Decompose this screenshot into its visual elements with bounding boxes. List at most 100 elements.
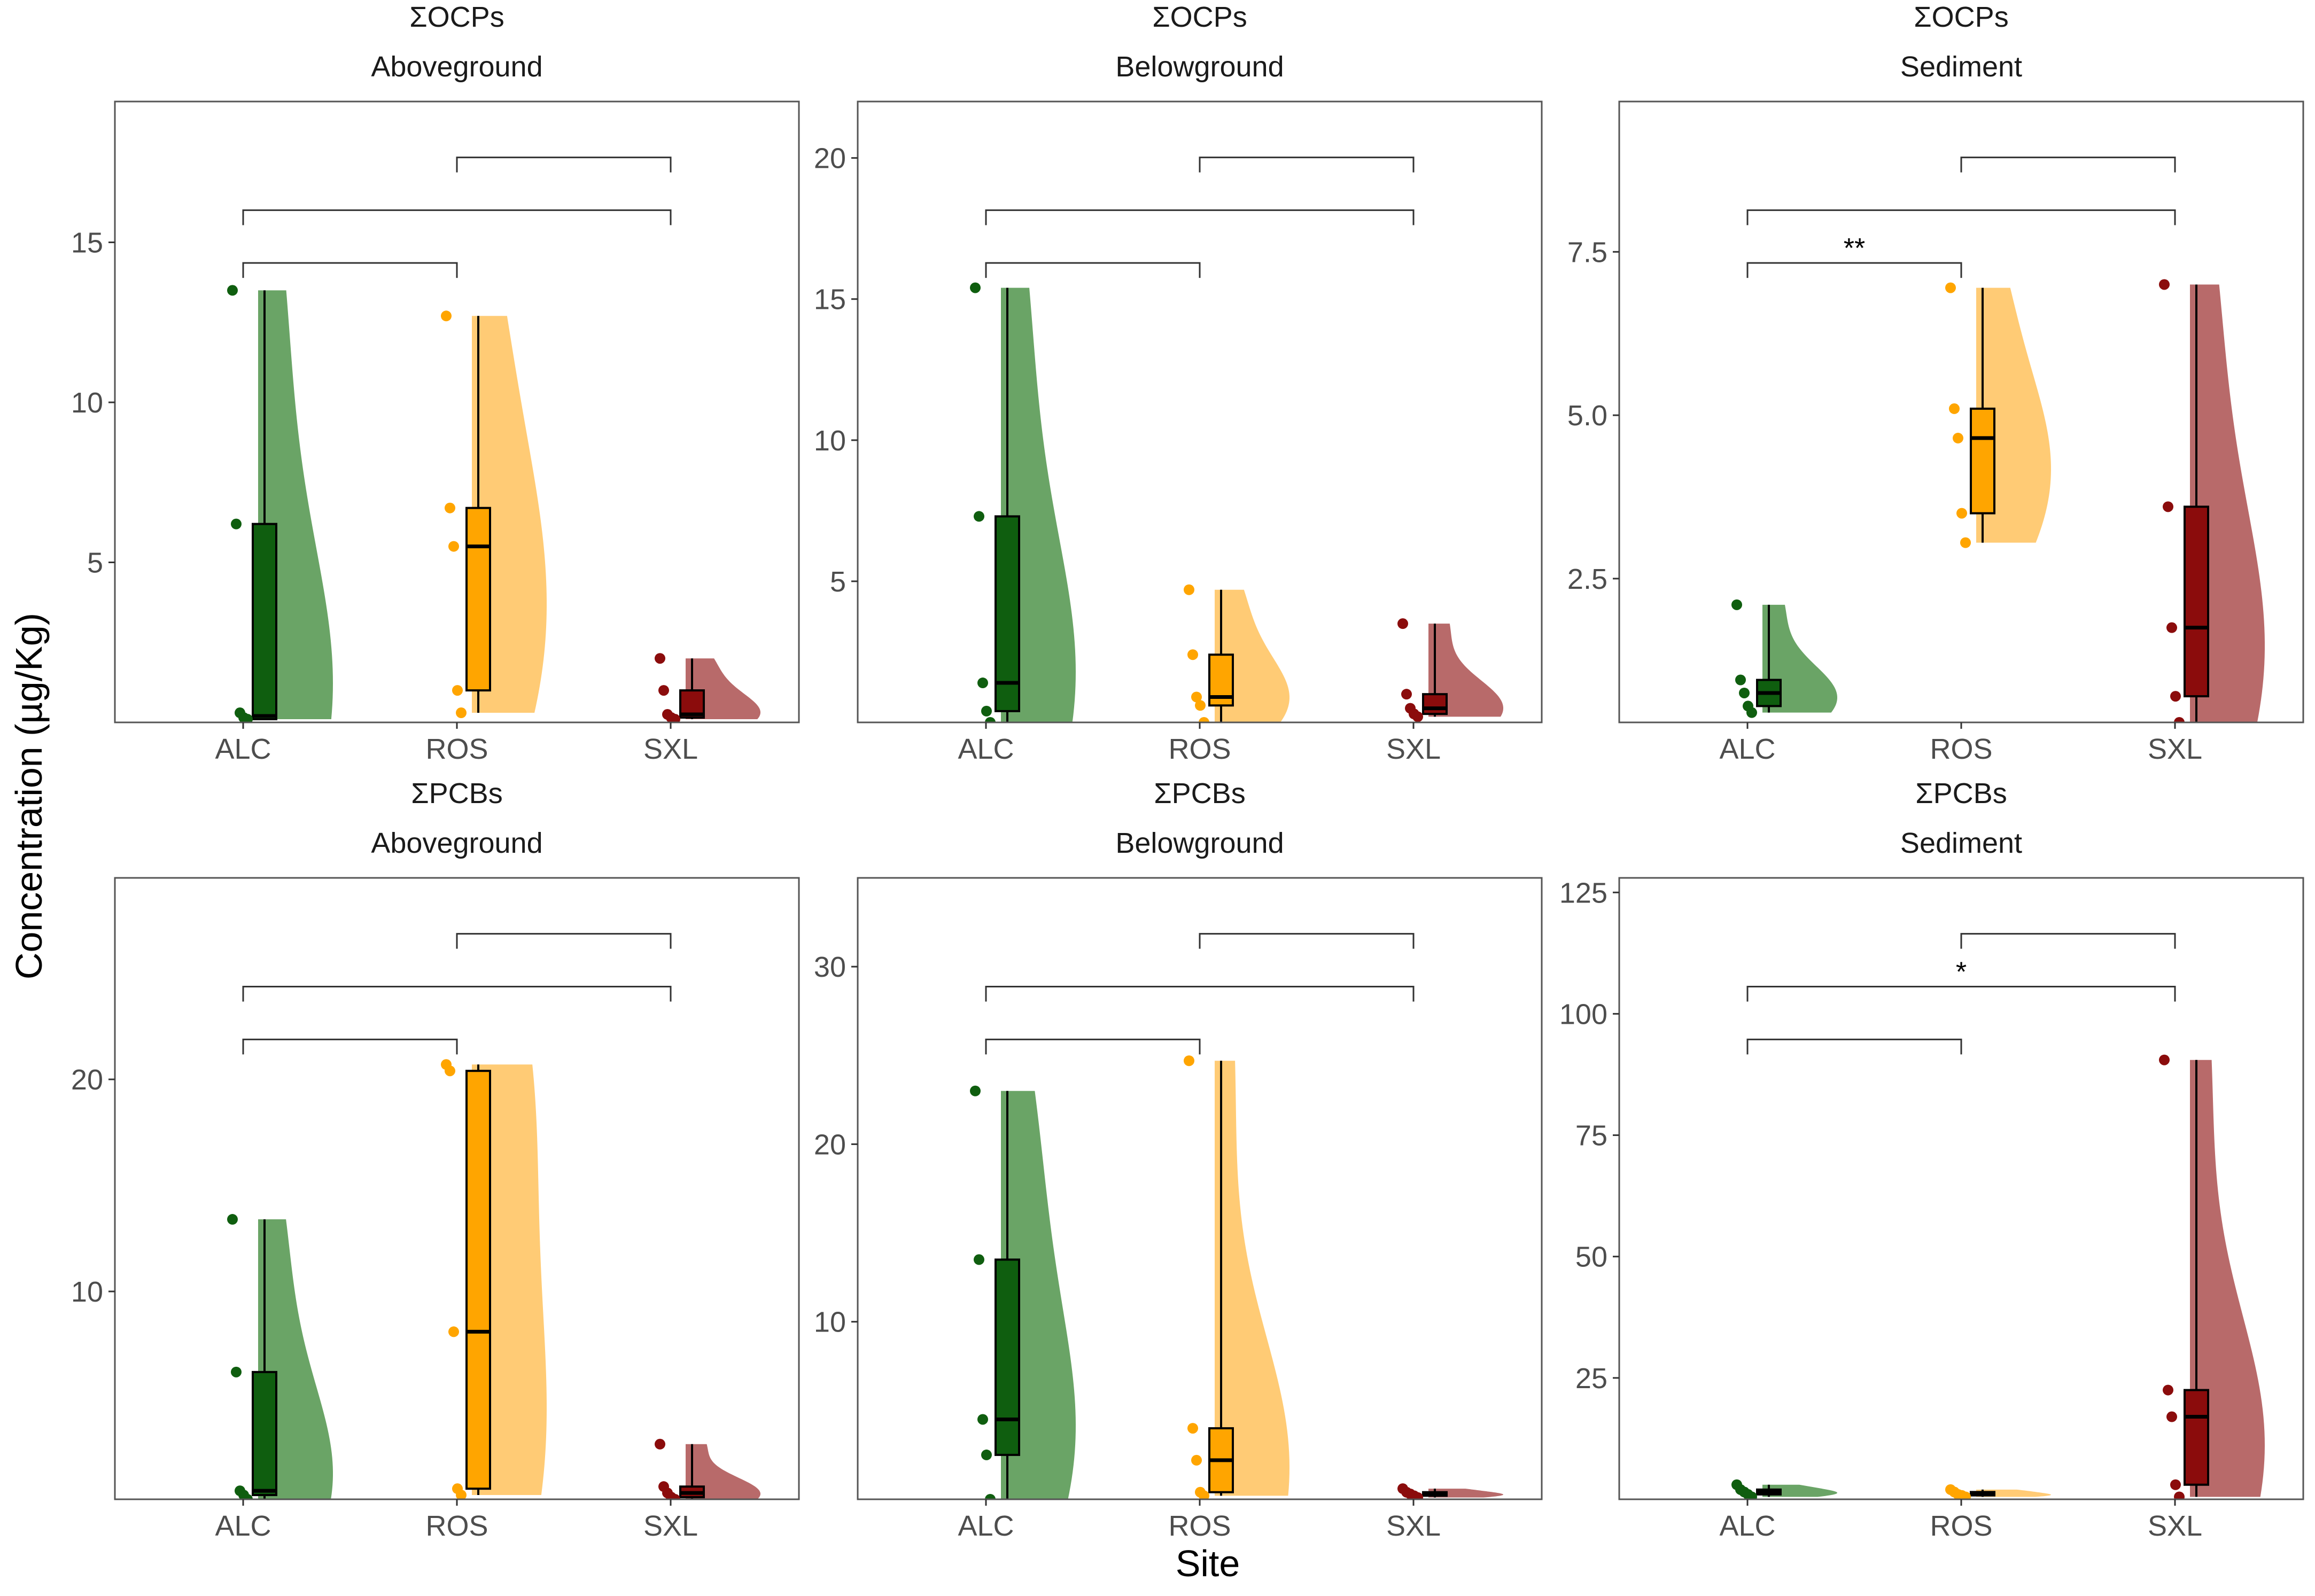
- data-point-ros: [1956, 508, 1967, 519]
- data-point-ros: [445, 502, 455, 513]
- data-point-alc: [981, 705, 992, 717]
- significance-bracket: [242, 1038, 458, 1055]
- data-point-sxl: [670, 1494, 680, 1499]
- significance-bracket: [242, 986, 672, 1002]
- data-point-sxl: [2174, 717, 2185, 722]
- significance-bracket: [1960, 157, 2176, 173]
- data-point-sxl: [2159, 279, 2170, 290]
- significance-label: *: [1956, 957, 1967, 988]
- box-alc: [995, 1258, 1020, 1456]
- panels: ΣOCPs Aboveground 5 10 15 ALC ROS SXL ΣOCPs Below…: [71, 1, 2304, 1542]
- significance-bracket: [456, 157, 672, 173]
- plot-area: [227, 285, 760, 722]
- x-axis-title: Site: [1176, 1543, 1240, 1584]
- panel-compound-title: ΣPCBs: [1915, 777, 2007, 809]
- significance-bracket: [1746, 1038, 1962, 1055]
- y-tick-label: 2.5: [1567, 563, 1607, 595]
- y-tick-label: 5: [87, 547, 103, 579]
- data-point-ros: [456, 707, 467, 719]
- panel-medium-title: Belowground: [1115, 827, 1284, 859]
- panel-sum-pcbs-sediment: ΣPCBs Sediment 25 50 75 100 125 ALC ROS SXL *: [1559, 777, 2304, 1542]
- y-axis-title: Concentration (µg/Kg): [8, 613, 50, 979]
- y-tick-label: 50: [1575, 1241, 1607, 1273]
- data-point-ros: [452, 685, 463, 696]
- y-tick-label: 75: [1575, 1120, 1607, 1152]
- y-tick-label: 30: [814, 951, 846, 983]
- data-point-sxl: [670, 714, 680, 722]
- data-point-ros: [441, 310, 452, 322]
- data-point-alc: [242, 714, 253, 722]
- x-tick-label-ros: ROS: [425, 733, 488, 765]
- y-tick-label: 10: [71, 387, 103, 419]
- data-point-ros: [1949, 403, 1960, 414]
- data-point-alc: [985, 1494, 996, 1499]
- significance-bracket: [456, 933, 672, 949]
- y-tick-label: 7.5: [1567, 236, 1607, 268]
- data-point-ros: [1191, 1454, 1202, 1466]
- plot-area: [970, 1055, 1503, 1499]
- data-point-ros: [1960, 1491, 1971, 1499]
- x-tick-label-sxl: SXL: [2148, 1510, 2202, 1542]
- box-sxl: [2184, 505, 2209, 698]
- data-point-alc: [974, 1254, 984, 1265]
- x-tick-label-ros: ROS: [1168, 1510, 1231, 1542]
- data-point-sxl: [2163, 501, 2173, 512]
- x-tick-label-alc: ALC: [1719, 1510, 1775, 1542]
- data-point-alc: [231, 1366, 242, 1377]
- data-point-ros: [1199, 1490, 1209, 1499]
- x-tick-label-alc: ALC: [1719, 733, 1775, 765]
- y-tick-label: 10: [814, 1306, 846, 1338]
- box-alc: [252, 1371, 277, 1497]
- data-point-sxl: [1397, 618, 1408, 629]
- y-tick-label: 10: [71, 1276, 103, 1308]
- data-point-ros: [445, 1065, 455, 1077]
- y-tick-label: 100: [1559, 998, 1607, 1030]
- significance-bracket: [242, 262, 458, 278]
- box-ros: [1970, 407, 1995, 515]
- significance-bracket: [985, 1038, 1201, 1055]
- panel-sum-ocps-belowground: ΣOCPs Belowground 5 10 15 20 ALC ROS SXL: [814, 1, 1543, 765]
- significance-bracket: [985, 986, 1415, 1002]
- data-point-alc: [977, 1414, 988, 1425]
- data-point-alc: [1746, 1491, 1757, 1499]
- data-point-sxl: [2166, 622, 2177, 633]
- data-point-alc: [1735, 674, 1746, 686]
- data-point-ros: [1184, 584, 1194, 595]
- panel-medium-title: Aboveground: [371, 827, 542, 859]
- x-tick-label-sxl: SXL: [1386, 733, 1441, 765]
- plot-area: [1731, 1054, 2265, 1499]
- data-point-sxl: [1401, 689, 1412, 700]
- significance-label: **: [1844, 233, 1865, 264]
- data-point-alc: [1746, 707, 1757, 718]
- panel-sum-pcbs-belowground: ΣPCBs Belowground 10 20 30 ALC ROS SXL: [814, 777, 1543, 1542]
- panel-compound-title: ΣOCPs: [409, 1, 504, 33]
- x-tick-label-sxl: SXL: [2148, 733, 2202, 765]
- data-point-ros: [448, 1326, 459, 1337]
- data-point-sxl: [655, 653, 665, 664]
- data-point-sxl: [1412, 711, 1423, 722]
- data-point-sxl: [2170, 1479, 2181, 1490]
- x-tick-label-alc: ALC: [215, 733, 271, 765]
- data-point-ros: [1960, 537, 1971, 548]
- x-tick-label-ros: ROS: [1168, 733, 1231, 765]
- data-point-ros: [1199, 717, 1209, 722]
- data-point-ros: [448, 541, 459, 552]
- panel-compound-title: ΣPCBs: [411, 777, 502, 809]
- significance-bracket: [1746, 262, 1962, 278]
- data-point-alc: [977, 678, 988, 689]
- y-tick-label: 125: [1559, 877, 1607, 909]
- y-tick-label: 5.0: [1567, 400, 1607, 432]
- data-point-ros: [1191, 691, 1202, 703]
- x-tick-label-sxl: SXL: [643, 1510, 698, 1542]
- panel-medium-title: Aboveground: [371, 51, 542, 83]
- y-tick-label: 25: [1575, 1363, 1607, 1395]
- data-point-sxl: [2166, 1411, 2177, 1422]
- significance-bracket: [985, 262, 1201, 278]
- data-point-alc: [1739, 687, 1750, 698]
- y-tick-label: 20: [71, 1064, 103, 1096]
- panel-medium-title: Sediment: [1900, 827, 2022, 859]
- data-point-sxl: [2163, 1384, 2173, 1396]
- violin-sxl: [2190, 1060, 2265, 1497]
- data-point-sxl: [2170, 691, 2181, 702]
- panel-sum-ocps-sediment: ΣOCPs Sediment 2.5 5.0 7.5 ALC ROS SXL **: [1567, 1, 2304, 765]
